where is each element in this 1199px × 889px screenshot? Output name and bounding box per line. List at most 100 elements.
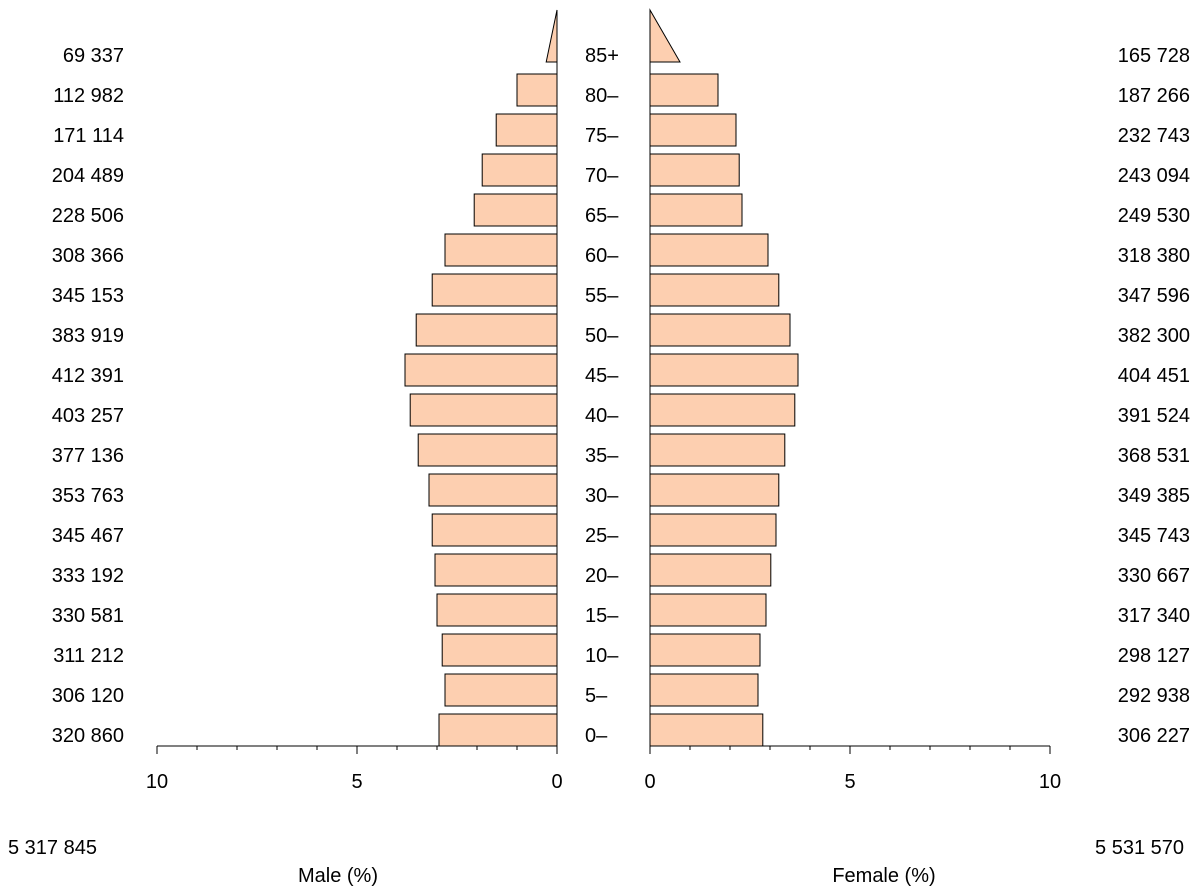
- male-count-16: 112 982: [53, 85, 124, 107]
- male-x-tick-10: 10: [146, 771, 168, 793]
- male-bar-12: [444, 233, 558, 267]
- age-label-17: 85+: [585, 45, 619, 67]
- age-label-3: 15–: [585, 605, 619, 627]
- male-counts-group: 320 860 306 120 311 212 330 581 333 192 345 4…: [52, 45, 124, 747]
- female-bar-9: [649, 353, 799, 387]
- age-label-13: 65–: [585, 205, 619, 227]
- female-axis-label: Female (%): [832, 865, 935, 887]
- male-count-7: 377 136: [52, 445, 124, 467]
- male-count-5: 345 467: [52, 525, 124, 547]
- female-bar-8: [649, 393, 796, 427]
- male-x-tick-5: 5: [351, 771, 362, 793]
- female-bar-0: [649, 713, 764, 747]
- male-axis-label: Male (%): [298, 865, 378, 887]
- female-total: 5 531 570: [1095, 837, 1184, 859]
- female-bar-15: [649, 113, 737, 147]
- female-bar-6: [649, 473, 780, 507]
- male-count-11: 345 153: [52, 285, 124, 307]
- age-label-0: 0–: [585, 725, 608, 747]
- male-count-9: 412 391: [52, 365, 124, 387]
- age-label-7: 35–: [585, 445, 619, 467]
- male-bar-8: [409, 393, 558, 427]
- male-count-6: 353 763: [52, 485, 124, 507]
- male-count-3: 330 581: [52, 605, 124, 627]
- male-count-14: 204 489: [52, 165, 124, 187]
- age-label-15: 75–: [585, 125, 619, 147]
- male-bar-4: [434, 553, 558, 587]
- female-count-10: 382 300: [1118, 325, 1190, 347]
- female-bar-10: [649, 313, 791, 347]
- male-count-2: 311 212: [53, 645, 124, 667]
- female-bar-12: [649, 233, 769, 267]
- female-count-11: 347 596: [1118, 285, 1190, 307]
- female-bar-7: [649, 433, 786, 467]
- female-x-tick-0: 0: [644, 771, 655, 793]
- female-count-8: 391 524: [1118, 405, 1190, 427]
- male-count-10: 383 919: [52, 325, 124, 347]
- male-bar-15: [495, 113, 558, 147]
- male-bar-13: [473, 193, 558, 227]
- male-count-17: 69 337: [63, 45, 124, 67]
- female-bar-2: [649, 633, 761, 667]
- male-count-1: 306 120: [52, 685, 124, 707]
- male-count-8: 403 257: [52, 405, 124, 427]
- male-bar-3: [436, 593, 558, 627]
- female-count-6: 349 385: [1118, 485, 1190, 507]
- male-count-12: 308 366: [52, 245, 124, 267]
- female-count-12: 318 380: [1118, 245, 1190, 267]
- female-count-13: 249 530: [1118, 205, 1190, 227]
- female-bars-group: [649, 8, 799, 747]
- female-count-7: 368 531: [1118, 445, 1190, 467]
- male-bar-7: [417, 433, 558, 467]
- male-bar-1: [444, 673, 558, 707]
- female-bar-13: [649, 193, 743, 227]
- male-bar-10: [415, 313, 558, 347]
- age-label-9: 45–: [585, 365, 619, 387]
- age-label-6: 30–: [585, 485, 619, 507]
- male-bar-2: [441, 633, 558, 667]
- male-total: 5 317 845: [8, 837, 97, 859]
- female-count-14: 243 094: [1118, 165, 1190, 187]
- male-bar-14: [481, 153, 558, 187]
- female-bar-16: [649, 73, 719, 107]
- age-label-4: 20–: [585, 565, 619, 587]
- male-bar-6: [428, 473, 558, 507]
- age-labels-group: 0– 5– 10– 15– 20– 25– 30– 35– 40– 45– 50– 55– 60– 65–…: [585, 45, 619, 747]
- male-count-13: 228 506: [52, 205, 124, 227]
- female-count-0: 306 227: [1118, 725, 1190, 747]
- female-bar-17: [649, 8, 681, 63]
- age-label-5: 25–: [585, 525, 619, 547]
- female-bar-14: [649, 153, 740, 187]
- female-count-15: 232 743: [1118, 125, 1190, 147]
- age-label-2: 10–: [585, 645, 619, 667]
- female-count-16: 187 266: [1118, 85, 1190, 107]
- female-x-tick-5: 5: [844, 771, 855, 793]
- male-count-0: 320 860: [52, 725, 124, 747]
- male-bar-16: [516, 73, 558, 107]
- female-x-tick-10: 10: [1039, 771, 1061, 793]
- male-count-15: 171 114: [53, 125, 124, 147]
- female-count-3: 317 340: [1118, 605, 1190, 627]
- male-x-tick-0: 0: [551, 771, 562, 793]
- female-counts-group: 306 227 292 938 298 127 317 340 330 667 345 7…: [1118, 45, 1190, 747]
- age-label-14: 70–: [585, 165, 619, 187]
- female-count-2: 298 127: [1118, 645, 1190, 667]
- axis-ticks-group: [156, 746, 1051, 754]
- age-label-8: 40–: [585, 405, 619, 427]
- age-label-11: 55–: [585, 285, 619, 307]
- female-bar-5: [649, 513, 777, 547]
- female-bar-11: [649, 273, 780, 307]
- female-count-17: 165 728: [1118, 45, 1190, 67]
- male-bar-0: [438, 713, 558, 747]
- female-count-4: 330 667: [1118, 565, 1190, 587]
- male-bar-9: [404, 353, 558, 387]
- male-bar-11: [431, 273, 558, 307]
- age-label-10: 50–: [585, 325, 619, 347]
- female-count-9: 404 451: [1118, 365, 1190, 387]
- male-bar-5: [431, 513, 558, 547]
- female-bar-4: [649, 553, 772, 587]
- male-bars-group: [404, 9, 558, 747]
- age-label-12: 60–: [585, 245, 619, 267]
- age-label-1: 5–: [585, 685, 608, 707]
